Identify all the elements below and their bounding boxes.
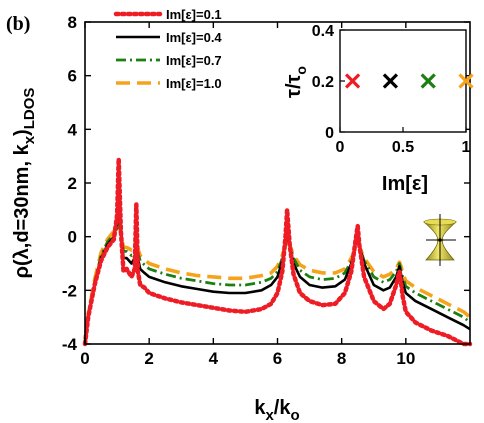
inset-marker-3	[458, 73, 474, 89]
x-tick-label: 6	[273, 349, 282, 368]
inset-y-tick-label: 0.2	[312, 74, 334, 91]
inset-plot: 0 0.5 1 0 0.2 0.4 Im[ε] τ/τo	[283, 23, 474, 195]
main-y-axis-label: ρ(λ,d=30nm, kx)LDOS	[11, 88, 38, 279]
y-tick-label: 6	[68, 67, 77, 86]
x-tick-label: 4	[209, 349, 219, 368]
main-series-group	[82, 156, 473, 347]
main-x-axis-label: kx/ko	[254, 397, 299, 423]
y-tick-label: 4	[68, 120, 78, 139]
inset-points	[344, 73, 474, 89]
y-tick-label: -4	[62, 335, 78, 354]
inset-y-axis-label: τ/τo	[283, 66, 309, 98]
inset-y-tick-label: 0.4	[312, 23, 334, 40]
legend-label-0: Im[ε]=0.1	[166, 7, 222, 22]
legend-label-3: Im[ε]=1.0	[166, 76, 222, 91]
legend: Im[ε]=0.1 Im[ε]=0.4 Im[ε]=0.7 Im[ε]=1.0	[113, 7, 222, 91]
x-tick-label: 10	[396, 349, 415, 368]
legend-label-2: Im[ε]=0.7	[166, 53, 222, 68]
x-tick-label: 2	[144, 349, 153, 368]
y-tick-label: 8	[68, 13, 77, 32]
inset-marker-2	[420, 73, 436, 89]
series-line-0	[82, 156, 473, 347]
legend-label-1: Im[ε]=0.4	[166, 30, 222, 45]
x-tick-label: 0	[80, 349, 89, 368]
y-tick-label: 2	[68, 174, 77, 193]
series-line-2	[83, 216, 471, 345]
inset-x-tick-label: 1	[462, 139, 471, 156]
inset-x-tick-label: 0	[336, 139, 345, 156]
inset-y-tick-label: 0	[325, 125, 334, 142]
inset-x-tick-label: 0.5	[392, 139, 414, 156]
inset-x-axis-label: Im[ε]	[382, 173, 428, 195]
series-line-1	[83, 203, 471, 345]
inset-background	[340, 30, 466, 132]
panel-label: (b)	[6, 13, 30, 35]
hourglass-shape-icon	[422, 214, 458, 266]
y-tick-label: -2	[62, 281, 77, 300]
inset-marker-0	[344, 73, 361, 89]
inset-ticks: 0 0.5 1 0 0.2 0.4	[312, 23, 471, 156]
y-tick-label: 0	[68, 228, 77, 247]
inset-marker-1	[382, 73, 399, 89]
x-tick-label: 8	[337, 349, 346, 368]
